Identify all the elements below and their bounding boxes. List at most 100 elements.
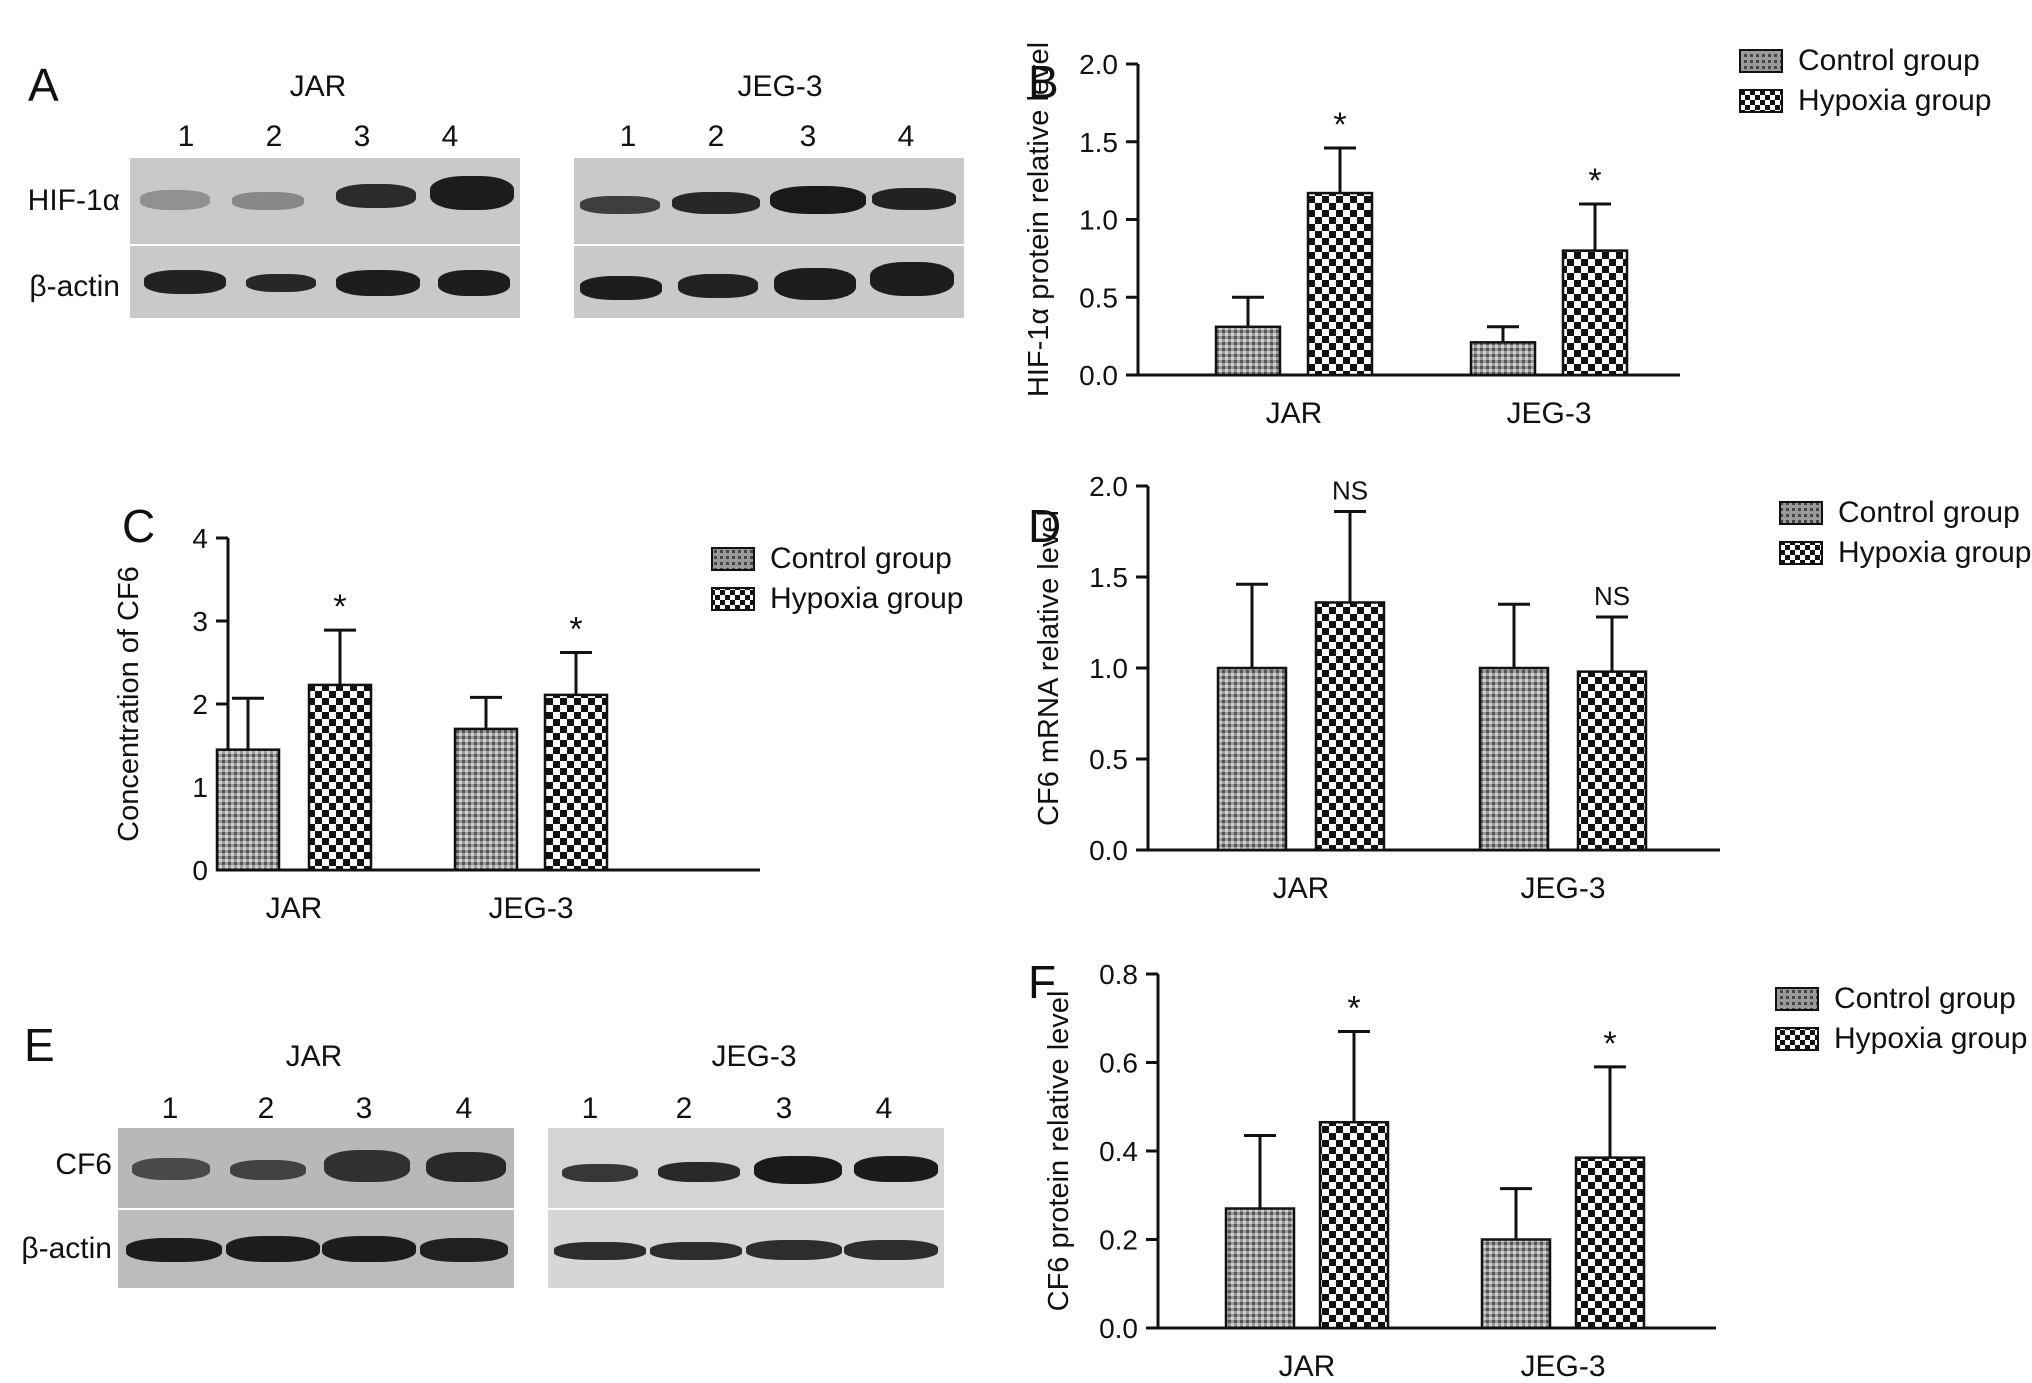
blot-band	[144, 270, 226, 294]
bar	[215, 748, 281, 872]
chart-panel-f: F 0.0 0.2 0.4 0.6 0.8 CF6 protein relative lev…	[1028, 956, 2027, 1383]
legend-label: Hypoxia group	[770, 582, 963, 615]
y-tick-label: 0.8	[1099, 959, 1138, 990]
bar	[1576, 670, 1648, 852]
western-blot-e: JAR JEG-3 1 2 3 4 1 2 3 4 CF6 β-actin	[0, 0, 1000, 1383]
legend-label: Control group	[770, 542, 952, 575]
lane-label: 2	[265, 120, 283, 153]
lane-label: 2	[675, 1092, 693, 1125]
x-tick-label: JEG-3	[1506, 397, 1591, 430]
y-axis-label: Concentration of CF6	[113, 566, 145, 842]
blot-strip	[130, 246, 520, 318]
lane-label: 3	[775, 1092, 793, 1125]
bar	[543, 693, 609, 872]
blot-band	[872, 188, 956, 210]
lane-label: 1	[161, 1092, 179, 1125]
y-tick-label: 0.0	[1079, 360, 1118, 391]
blot-band	[132, 1158, 210, 1180]
blot-title: JEG-3	[711, 1040, 797, 1073]
blot-band	[870, 262, 954, 296]
legend-swatch	[711, 547, 755, 571]
significance-label: *	[1347, 990, 1360, 1028]
bar	[1314, 601, 1386, 852]
legend-swatch	[1779, 501, 1823, 525]
x-tick-label: JEG-3	[488, 892, 573, 925]
blot-band	[554, 1242, 646, 1260]
row-label-target: CF6	[55, 1148, 112, 1181]
bar	[1318, 1120, 1390, 1330]
blot-band	[322, 1236, 416, 1262]
x-tick-label: JEG-3	[1520, 872, 1605, 905]
lane-label: 1	[619, 120, 637, 153]
blot-band	[232, 192, 304, 210]
bar	[1216, 666, 1288, 852]
bar	[1480, 1238, 1552, 1330]
blot-band	[336, 184, 416, 208]
legend-label: Hypoxia group	[1834, 1022, 2027, 1055]
y-tick-label: 0.5	[1079, 282, 1118, 313]
y-axis-label: CF6 mRNA relative level	[1033, 510, 1065, 826]
y-axis-label: HIF-1α protein relative level	[1023, 42, 1055, 397]
blot-band	[420, 1238, 508, 1262]
y-tick-label: 2.0	[1089, 471, 1128, 502]
blot-band	[226, 1236, 320, 1262]
blot-band	[774, 268, 856, 300]
significance-label: NS	[1332, 475, 1368, 505]
bar	[1224, 1207, 1296, 1330]
y-tick-label: 0	[192, 855, 208, 886]
y-tick-label: 3	[192, 606, 208, 637]
y-tick-label: 2	[192, 689, 208, 720]
blot-strip	[130, 158, 520, 244]
bar	[1214, 325, 1282, 377]
blot-band	[754, 1156, 842, 1184]
y-tick-label: 1.5	[1079, 127, 1118, 158]
blot-title: JAR	[285, 1040, 343, 1073]
blot-strip	[118, 1128, 514, 1208]
blot-band	[430, 176, 514, 210]
significance-label: *	[1603, 1025, 1616, 1063]
panel-letter: C	[122, 500, 155, 552]
blot-strip	[548, 1128, 944, 1208]
blot-strip	[548, 1210, 944, 1288]
chart-panel-c: C 0 1 2 3 4 Concentration of CF6 * JAR * JEG-3 Cont…	[113, 500, 963, 925]
y-tick-label: 0.4	[1099, 1136, 1138, 1167]
legend-label: Control group	[1834, 982, 2016, 1015]
panel-letter: D	[1028, 500, 1061, 552]
significance-label: *	[333, 588, 346, 626]
lane-label: 3	[355, 1092, 373, 1125]
legend-swatch	[1775, 987, 1819, 1011]
lane-label: 1	[581, 1092, 599, 1125]
y-tick-label: 0.0	[1099, 1313, 1138, 1344]
significance-label: *	[1333, 106, 1346, 144]
panel-letter-a: A	[28, 59, 59, 111]
blot-band	[746, 1240, 842, 1260]
y-tick-label: 1.0	[1089, 653, 1128, 684]
lane-label: 2	[257, 1092, 275, 1125]
blot-band	[658, 1162, 740, 1182]
y-tick-label: 0.2	[1099, 1225, 1138, 1256]
blot-band	[672, 192, 760, 214]
y-tick-label: 2.0	[1079, 49, 1118, 80]
x-tick-label: JAR	[1279, 1350, 1336, 1383]
blot-band	[336, 270, 420, 296]
blot-title: JAR	[289, 70, 347, 103]
blot-band	[650, 1242, 742, 1260]
legend-swatch	[1739, 89, 1783, 113]
lane-label: 2	[707, 120, 725, 153]
significance-label: *	[1588, 162, 1601, 200]
y-tick-label: 1	[192, 772, 208, 803]
x-tick-label: JAR	[1266, 397, 1323, 430]
chart-panel-d: D 0.0 0.5 1.0 1.5 2.0 CF6 mRNA relative level N…	[1028, 471, 2031, 905]
x-tick-label: JEG-3	[1520, 1350, 1605, 1383]
chart-panel-b: B 0.0 0.5 1.0 1.5 2.0 HIF-1α protein relative …	[1023, 42, 1991, 430]
panel-letter: F	[1028, 956, 1056, 1008]
legend-label: Control group	[1838, 496, 2020, 529]
y-tick-label: 0.0	[1089, 835, 1128, 866]
y-tick-label: 1.5	[1089, 562, 1128, 593]
blot-strip	[574, 246, 964, 318]
blot-band	[844, 1240, 938, 1260]
x-tick-label: JAR	[266, 892, 323, 925]
bar	[1574, 1156, 1646, 1330]
lane-label: 4	[455, 1092, 473, 1125]
panel-letter: B	[1028, 56, 1059, 108]
